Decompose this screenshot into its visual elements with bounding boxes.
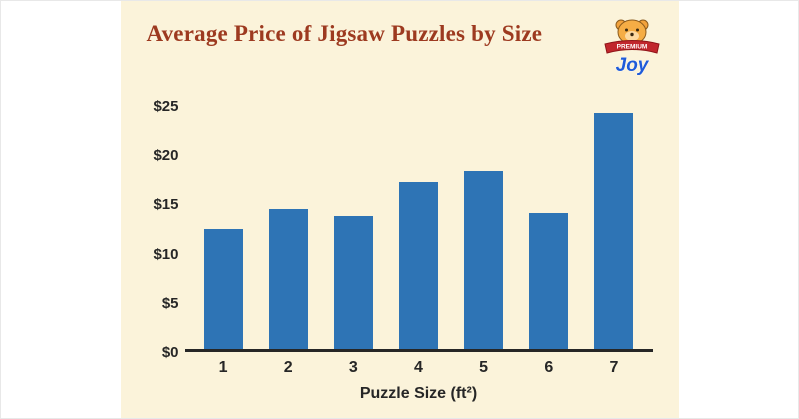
- bar-slot: [451, 106, 516, 349]
- bar-chart: $0 $5 $10 $15 $20 $25: [121, 98, 679, 361]
- x-axis-title-row: Puzzle Size (ft²): [121, 385, 679, 403]
- chart-panel: Average Price of Jigsaw Puzzles by Size …: [120, 1, 679, 418]
- y-tick-label: $15: [153, 196, 179, 214]
- y-tick-label: $10: [153, 245, 179, 263]
- bar-slot: [321, 106, 386, 349]
- premium-joy-logo: PREMIUM Joy: [599, 17, 665, 80]
- x-tick-labels: 1 2 3 4 5 6 7: [185, 359, 653, 377]
- chart-title: Average Price of Jigsaw Puzzles by Size: [146, 21, 543, 46]
- x-tick-label: 4: [414, 359, 423, 376]
- bar-size-3: [333, 215, 373, 349]
- x-tick-label: 7: [609, 359, 619, 376]
- y-tick-label: $25: [153, 98, 179, 115]
- bar-size-5: [464, 171, 504, 349]
- x-tick-label: 5: [479, 359, 489, 376]
- chart-header: Average Price of Jigsaw Puzzles by Size …: [121, 1, 679, 80]
- bar-size-1: [203, 229, 243, 349]
- bar-slot: [516, 106, 581, 349]
- y-axis: $0 $5 $10 $15 $20 $25: [137, 98, 185, 361]
- bar-slot: [191, 106, 256, 349]
- x-axis-title-spacer: [137, 385, 185, 403]
- x-tick-label: 1: [218, 359, 228, 376]
- bar-slot: [386, 106, 451, 349]
- bar-slot: [256, 106, 321, 349]
- y-tick-label: $5: [161, 294, 179, 312]
- logo-joy-text: Joy: [615, 55, 649, 75]
- x-tick-label: 2: [283, 359, 293, 376]
- x-tick-label: 3: [348, 359, 358, 376]
- x-axis-title: Puzzle Size (ft²): [359, 385, 478, 402]
- premium-joy-logo-graphic: PREMIUM Joy: [603, 19, 660, 76]
- plot-area: [184, 106, 653, 352]
- x-axis-spacer: [137, 359, 185, 377]
- y-tick-label: $0: [161, 344, 179, 361]
- bar-size-2: [268, 209, 308, 349]
- bar-size-7: [594, 112, 634, 349]
- y-tick-label: $20: [153, 147, 179, 165]
- logo-premium-text: PREMIUM: [616, 44, 647, 51]
- x-axis: 1 2 3 4 5 6 7: [121, 359, 679, 377]
- x-tick-label: 6: [544, 359, 554, 376]
- bar-slot: [581, 106, 646, 349]
- bar-size-4: [398, 181, 439, 349]
- bar-size-6: [529, 212, 569, 349]
